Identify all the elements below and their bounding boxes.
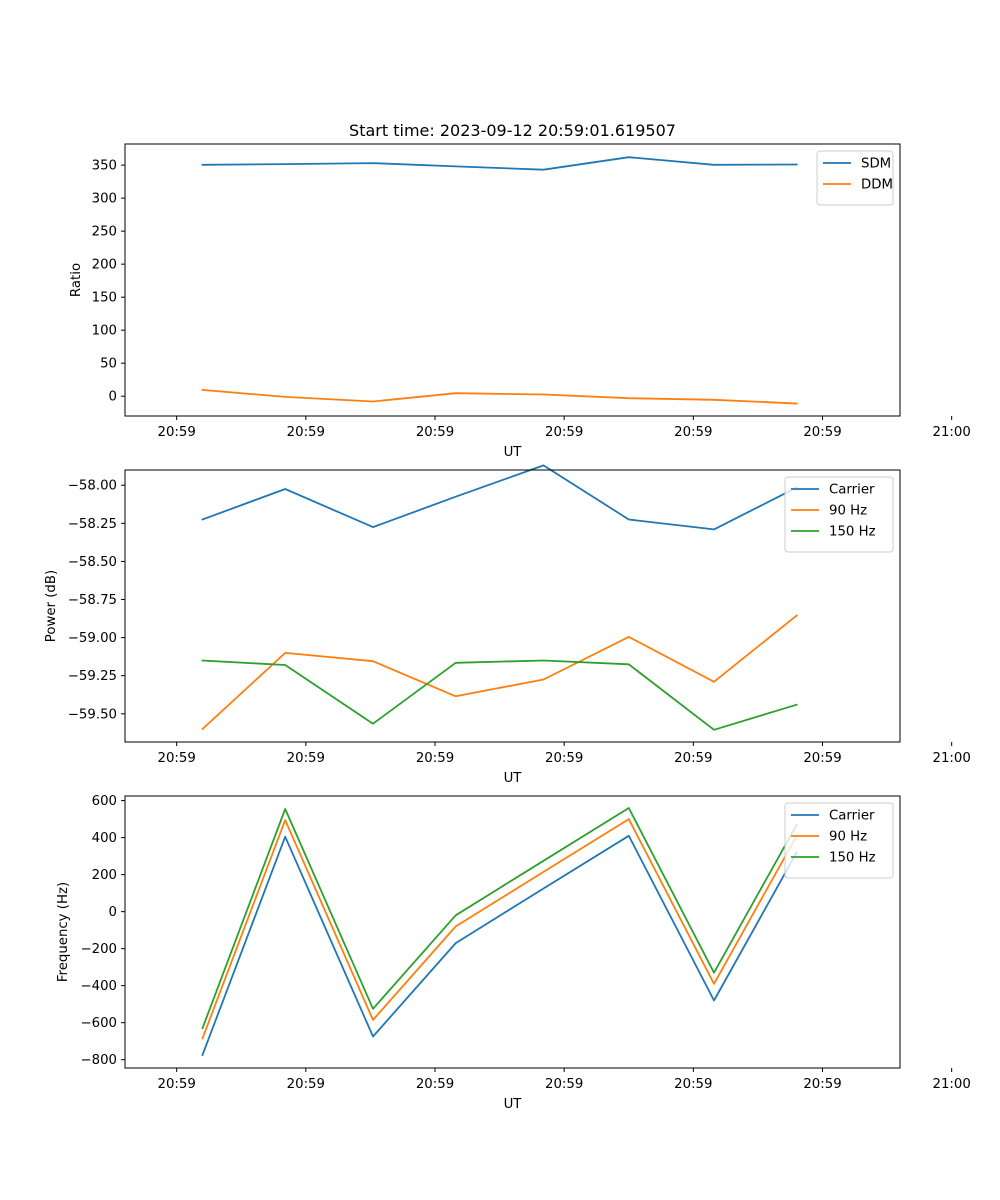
ratio-y-tick-label: 250 [92, 225, 117, 240]
frequency-y-tick-label: 200 [92, 868, 117, 883]
power-y-tick-label: −58.75 [68, 593, 117, 608]
power-y-axis-label: Power (dB) [44, 570, 59, 642]
ratio-y-tick-label: 350 [92, 159, 117, 174]
ratio-x-tick-label: 20:59 [158, 425, 196, 440]
ratio-x-axis-label: UT [504, 445, 523, 460]
ratio-marks: 20:59 20:59 20:59 20:59 20:59 20:59 21:00 0 50 10… [92, 150, 971, 440]
power-panel: 20:59 20:59 20:59 20:59 20:59 20:59 21:00 −59.5… [44, 464, 971, 786]
power-x-tick-label: 20:59 [803, 751, 841, 766]
frequency-x-tick-label: 20:59 [287, 1077, 325, 1092]
ratio-x-tick-label: 21:00 [933, 425, 971, 440]
ratio-axes-frame [124, 143, 901, 417]
power-series-carrier-line [201, 464, 798, 531]
ratio-legend-label-sdm: SDM [861, 157, 891, 172]
ratio-legend-box [816, 150, 894, 206]
power-marks: 20:59 20:59 20:59 20:59 20:59 20:59 21:00 −59.5… [68, 464, 971, 766]
power-legend-label-150-hz: 150 Hz [829, 525, 876, 540]
ratio-x-tick-label: 20:59 [287, 425, 325, 440]
power-axes-frame [124, 469, 901, 743]
frequency-y-tick-label: 0 [109, 905, 117, 920]
frequency-series-150-hz-line [201, 807, 798, 1030]
power-y-tick-label: −59.00 [68, 631, 117, 646]
frequency-x-tick-label: 20:59 [158, 1077, 196, 1092]
power-x-tick-label: 20:59 [287, 751, 325, 766]
frequency-y-tick-label: −400 [80, 979, 117, 994]
ratio-y-tick-label: 200 [92, 258, 117, 273]
ratio-series-ddm-line [201, 388, 798, 405]
frequency-legend: Carrier 90 Hz 150 Hz [784, 802, 894, 879]
frequency-x-tick-label: 20:59 [416, 1077, 454, 1092]
frequency-y-tick-label: −800 [80, 1053, 117, 1068]
frequency-axes-frame [124, 795, 901, 1069]
frequency-y-tick-label: 600 [92, 794, 117, 809]
ratio-y-tick-label: 300 [92, 192, 117, 207]
frequency-series-carrier-line [201, 834, 798, 1057]
power-legend: Carrier 90 Hz 150 Hz [784, 476, 894, 553]
power-y-tick-label: −58.25 [68, 517, 117, 532]
power-legend-label-carrier: Carrier [829, 483, 875, 498]
frequency-panel: 20:59 20:59 20:59 20:59 20:59 20:59 21:00 −800 −… [56, 794, 971, 1112]
power-x-tick-label: 21:00 [933, 751, 971, 766]
frequency-x-tick-label: 20:59 [545, 1077, 583, 1092]
power-x-axis-label: UT [504, 771, 523, 786]
frequency-series-90-hz-line [201, 818, 798, 1040]
figure-title: Start time: 2023-09-12 20:59:01.619507 [349, 121, 676, 140]
ratio-y-axis-label: Ratio [69, 263, 84, 297]
power-y-tick-label: −58.00 [68, 479, 117, 494]
frequency-y-axis-label: Frequency (Hz) [56, 882, 71, 982]
power-legend-box [784, 476, 894, 553]
power-legend-label-90-hz: 90 Hz [829, 504, 867, 519]
ratio-x-tick-label: 20:59 [674, 425, 712, 440]
frequency-y-tick-label: 400 [92, 831, 117, 846]
power-y-tick-label: −59.25 [68, 669, 117, 684]
power-series-150-hz-line [201, 659, 798, 731]
power-x-tick-label: 20:59 [545, 751, 583, 766]
power-y-tick-label: −59.50 [68, 707, 117, 722]
ratio-x-tick-label: 20:59 [416, 425, 454, 440]
frequency-legend-label-90-hz: 90 Hz [829, 830, 867, 845]
ratio-y-tick-label: 100 [92, 324, 117, 339]
frequency-marks: 20:59 20:59 20:59 20:59 20:59 20:59 21:00 −800 −… [80, 794, 970, 1092]
power-y-tick-label: −58.50 [68, 555, 117, 570]
ratio-y-tick-label: 150 [92, 291, 117, 306]
frequency-y-tick-label: −600 [80, 1016, 117, 1031]
ratio-y-tick-label: 0 [109, 390, 117, 405]
ratio-x-tick-label: 20:59 [545, 425, 583, 440]
power-series-90-hz-line [201, 614, 798, 731]
frequency-legend-label-150-hz: 150 Hz [829, 851, 876, 866]
power-x-tick-label: 20:59 [416, 751, 454, 766]
power-x-tick-label: 20:59 [674, 751, 712, 766]
ratio-y-tick-label: 50 [100, 357, 117, 372]
frequency-legend-label-carrier: Carrier [829, 809, 875, 824]
ratio-legend-label-ddm: DDM [861, 178, 893, 193]
frequency-legend-box [784, 802, 894, 879]
power-x-tick-label: 20:59 [158, 751, 196, 766]
frequency-x-tick-label: 21:00 [933, 1077, 971, 1092]
ratio-series-sdm-line [201, 156, 798, 171]
ratio-x-tick-label: 20:59 [803, 425, 841, 440]
ratio-panel: Start time: 2023-09-12 20:59:01.619507 2… [69, 121, 971, 460]
frequency-x-tick-label: 20:59 [674, 1077, 712, 1092]
frequency-x-axis-label: UT [504, 1097, 523, 1112]
ratio-legend: SDM DDM [816, 150, 894, 206]
frequency-y-tick-label: −200 [80, 942, 117, 957]
frequency-x-tick-label: 20:59 [803, 1077, 841, 1092]
